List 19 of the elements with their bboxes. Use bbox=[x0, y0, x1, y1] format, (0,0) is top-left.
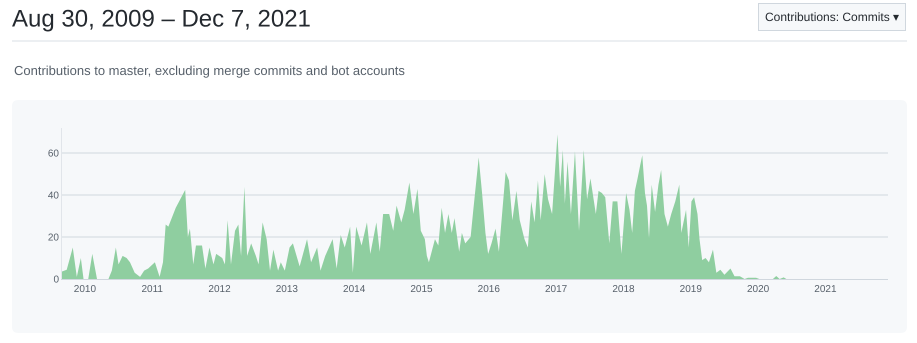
x-tick-label: 2011 bbox=[141, 284, 164, 295]
x-tick-label: 2012 bbox=[208, 284, 232, 295]
x-tick-label: 2013 bbox=[276, 284, 298, 295]
x-tick-label: 2014 bbox=[343, 284, 366, 295]
x-tick-label: 2020 bbox=[746, 284, 770, 295]
chart-subtitle: Contributions to master, excluding merge commits and bot accounts bbox=[14, 63, 406, 78]
y-tick-label: 40 bbox=[48, 190, 60, 202]
text: Contributions: Commits ▾ bbox=[765, 10, 900, 24]
y-tick-label: 20 bbox=[48, 232, 60, 244]
y-tick-label: 0 bbox=[53, 274, 60, 286]
x-tick-label: 2021 bbox=[814, 284, 837, 295]
y-tick-label: 60 bbox=[48, 148, 60, 160]
x-tick-label: 2016 bbox=[478, 284, 500, 295]
x-tick-label: 2017 bbox=[544, 284, 568, 295]
x-tick-label: 2015 bbox=[410, 284, 434, 295]
x-tick-label: 2019 bbox=[680, 284, 702, 295]
chart-title: Aug 30, 2009 – Dec 7, 2021 bbox=[12, 5, 311, 32]
x-tick-label: 2010 bbox=[74, 284, 96, 295]
x-tick-label: 2018 bbox=[612, 284, 635, 295]
